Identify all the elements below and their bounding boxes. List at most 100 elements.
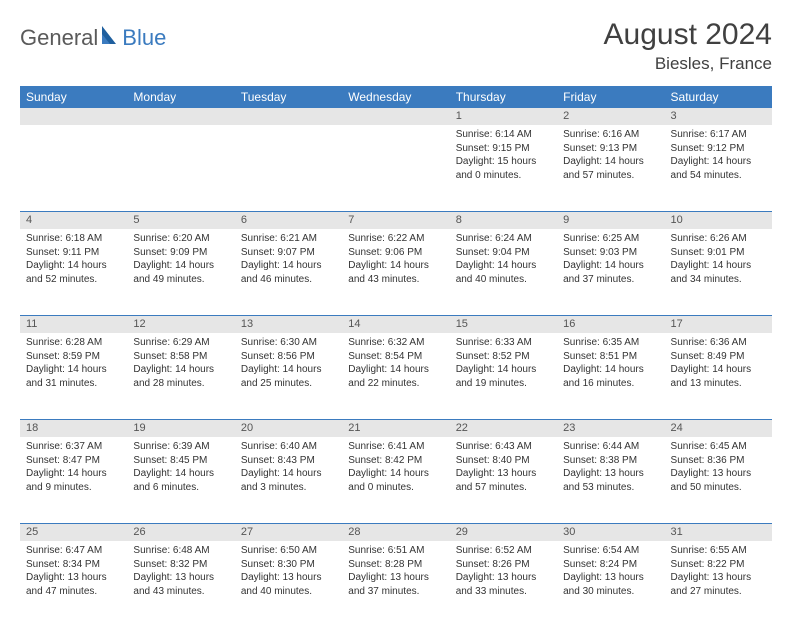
sunrise-text: Sunrise: 6:22 AM (348, 232, 443, 246)
weekday-header-row: Sunday Monday Tuesday Wednesday Thursday… (20, 86, 772, 108)
sunrise-text: Sunrise: 6:40 AM (241, 440, 336, 454)
calendar-cell: Sunrise: 6:29 AMSunset: 8:58 PMDaylight:… (127, 333, 234, 419)
sunrise-text: Sunrise: 6:28 AM (26, 336, 121, 350)
daylight-text: Daylight: 13 hours and 27 minutes. (671, 571, 766, 598)
sunset-text: Sunset: 9:07 PM (241, 246, 336, 260)
cell-content: Sunrise: 6:40 AMSunset: 8:43 PMDaylight:… (235, 437, 342, 500)
day-number: 20 (235, 420, 342, 437)
sunrise-text: Sunrise: 6:51 AM (348, 544, 443, 558)
sail-icon (100, 24, 120, 51)
calendar-cell: Sunrise: 6:17 AMSunset: 9:12 PMDaylight:… (665, 125, 772, 211)
sunset-text: Sunset: 8:40 PM (456, 454, 551, 468)
calendar-cell: Sunrise: 6:37 AMSunset: 8:47 PMDaylight:… (20, 437, 127, 523)
cell-content (342, 125, 449, 134)
day-number: 18 (20, 420, 127, 437)
calendar-week-row: Sunrise: 6:28 AMSunset: 8:59 PM Daylight:… (20, 333, 772, 419)
weekday-header: Tuesday (235, 86, 342, 108)
sunrise-text: Sunrise: 6:45 AM (671, 440, 766, 454)
calendar-cell (235, 125, 342, 211)
month-title: August 2024 (604, 18, 772, 52)
day-number: 6 (235, 212, 342, 229)
weekday-header: Saturday (665, 86, 772, 108)
calendar-cell: Sunrise: 6:14 AMSunset: 9:15 PMDaylight:… (450, 125, 557, 211)
day-number: 26 (127, 524, 234, 541)
sunset-text: Sunset: 8:49 PM (671, 350, 766, 364)
calendar-cell: Sunrise: 6:26 AMSunset: 9:01 PMDaylight:… (665, 229, 772, 315)
sunset-text: Sunset: 8:51 PM (563, 350, 658, 364)
calendar-cell: Sunrise: 6:30 AMSunset: 8:56 PMDaylight:… (235, 333, 342, 419)
day-number: 8 (450, 212, 557, 229)
sunset-text: Sunset: 9:01 PM (671, 246, 766, 260)
sunset-text: Sunset: 8:26 PM (456, 558, 551, 572)
calendar-cell: Sunrise: 6:44 AMSunset: 8:38 PMDaylight:… (557, 437, 664, 523)
cell-content: Sunrise: 6:21 AMSunset: 9:07 PMDaylight:… (235, 229, 342, 292)
calendar-week-row: Sunrise: 6:47 AMSunset: 8:34 PMDaylight:… (20, 541, 772, 627)
daylight-text: Daylight: 15 hours and 0 minutes. (456, 155, 551, 182)
daylight-text: Daylight: 14 hours and 52 minutes. (26, 259, 121, 286)
sunset-text: Sunset: 8:22 PM (671, 558, 766, 572)
calendar-cell: Sunrise: 6:33 AMSunset: 8:52 PMDaylight:… (450, 333, 557, 419)
day-number: 16 (557, 316, 664, 333)
day-number-band: 123 (20, 108, 772, 125)
calendar-cell: Sunrise: 6:35 AMSunset: 8:51 PMDaylight:… (557, 333, 664, 419)
sunrise-text: Sunrise: 6:44 AM (563, 440, 658, 454)
cell-content (20, 125, 127, 134)
brand-logo: General Blue (20, 18, 166, 51)
sunset-text: Sunset: 8:59 PM (26, 350, 121, 364)
cell-content: Sunrise: 6:33 AMSunset: 8:52 PMDaylight:… (450, 333, 557, 396)
daylight-text: Daylight: 13 hours and 50 minutes. (671, 467, 766, 494)
calendar-week-row: Sunrise: 6:18 AMSunset: 9:11 PMDaylight:… (20, 229, 772, 315)
day-number: 23 (557, 420, 664, 437)
calendar-cell: Sunrise: 6:39 AMSunset: 8:45 PMDaylight:… (127, 437, 234, 523)
daylight-text: Daylight: 13 hours and 57 minutes. (456, 467, 551, 494)
sunset-text: Sunset: 8:34 PM (26, 558, 121, 572)
calendar-week-row: Sunrise: 6:14 AMSunset: 9:15 PMDaylight:… (20, 125, 772, 211)
calendar-cell (20, 125, 127, 211)
day-number: 17 (665, 316, 772, 333)
calendar-cell: Sunrise: 6:21 AMSunset: 9:07 PMDaylight:… (235, 229, 342, 315)
day-number: 3 (665, 108, 772, 125)
daylight-text: Daylight: 14 hours and 25 minutes. (241, 363, 336, 390)
cell-content: Sunrise: 6:22 AMSunset: 9:06 PMDaylight:… (342, 229, 449, 292)
sunrise-text: Sunrise: 6:41 AM (348, 440, 443, 454)
cell-content: Sunrise: 6:37 AMSunset: 8:47 PMDaylight:… (20, 437, 127, 500)
daylight-text: Daylight: 14 hours and 28 minutes. (133, 363, 228, 390)
calendar-cell: Sunrise: 6:41 AMSunset: 8:42 PMDaylight:… (342, 437, 449, 523)
calendar-cell: Sunrise: 6:47 AMSunset: 8:34 PMDaylight:… (20, 541, 127, 627)
day-number: 10 (665, 212, 772, 229)
calendar-cell (127, 125, 234, 211)
daylight-text: Daylight: 14 hours and 6 minutes. (133, 467, 228, 494)
location-text: Biesles, France (604, 54, 772, 74)
daylight-text: Daylight: 13 hours and 30 minutes. (563, 571, 658, 598)
sunrise-text: Sunrise: 6:39 AM (133, 440, 228, 454)
calendar-cell: Sunrise: 6:16 AMSunset: 9:13 PMDaylight:… (557, 125, 664, 211)
day-number: 29 (450, 524, 557, 541)
cell-content: Sunrise: 6:18 AMSunset: 9:11 PMDaylight:… (20, 229, 127, 292)
day-number: 27 (235, 524, 342, 541)
cell-content: Sunrise: 6:20 AMSunset: 9:09 PMDaylight:… (127, 229, 234, 292)
day-number: 11 (20, 316, 127, 333)
daylight-text: Daylight: 14 hours and 49 minutes. (133, 259, 228, 286)
sunrise-text: Sunrise: 6:24 AM (456, 232, 551, 246)
daylight-text: Daylight: 14 hours and 40 minutes. (456, 259, 551, 286)
title-block: August 2024 Biesles, France (604, 18, 772, 74)
calendar-cell: Sunrise: 6:43 AMSunset: 8:40 PMDaylight:… (450, 437, 557, 523)
sunrise-text: Sunrise: 6:36 AM (671, 336, 766, 350)
calendar-body: 123Sunrise: 6:14 AMSunset: 9:15 PMDaylig… (20, 108, 772, 627)
sunset-text: Sunset: 9:15 PM (456, 142, 551, 156)
daylight-text: Daylight: 14 hours and 57 minutes. (563, 155, 658, 182)
sunset-text: Sunset: 9:09 PM (133, 246, 228, 260)
day-number: 5 (127, 212, 234, 229)
calendar-cell: Sunrise: 6:54 AMSunset: 8:24 PMDaylight:… (557, 541, 664, 627)
sunrise-text: Sunrise: 6:16 AM (563, 128, 658, 142)
cell-content: Sunrise: 6:50 AMSunset: 8:30 PMDaylight:… (235, 541, 342, 604)
weekday-header: Sunday (20, 86, 127, 108)
daylight-text: Daylight: 13 hours and 40 minutes. (241, 571, 336, 598)
sunrise-text: Sunrise: 6:37 AM (26, 440, 121, 454)
cell-content: Sunrise: 6:44 AMSunset: 8:38 PMDaylight:… (557, 437, 664, 500)
page-header: General Blue August 2024 Biesles, France (20, 18, 772, 74)
daylight-text: Daylight: 14 hours and 34 minutes. (671, 259, 766, 286)
day-number-band: 18192021222324 (20, 419, 772, 437)
sunset-text: Sunset: 8:24 PM (563, 558, 658, 572)
sunset-text: Sunset: 8:45 PM (133, 454, 228, 468)
